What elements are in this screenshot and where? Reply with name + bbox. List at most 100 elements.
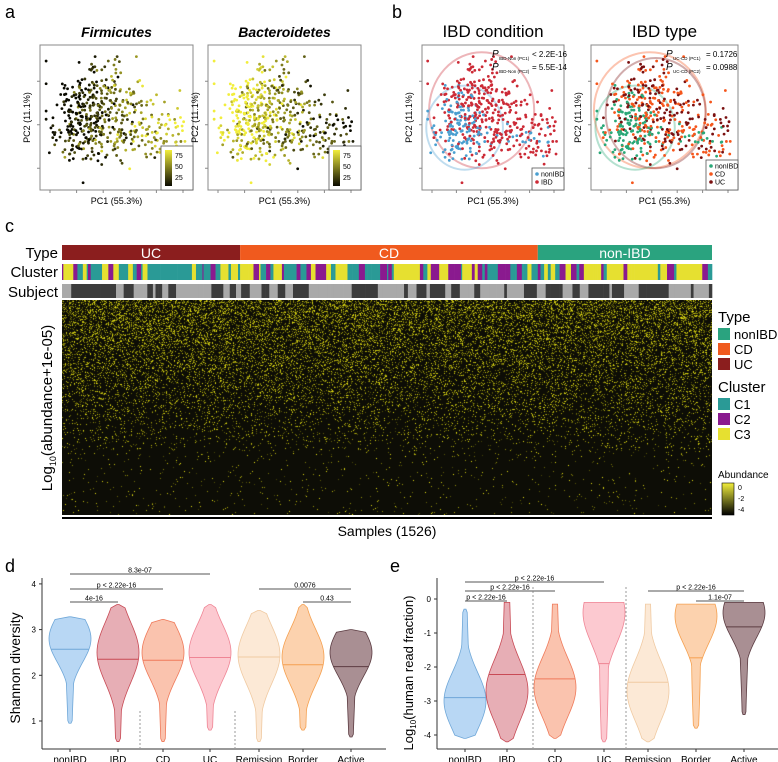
- subject-stripe: [624, 284, 631, 298]
- scatter-point: [272, 113, 276, 117]
- scatter-point: [88, 104, 92, 108]
- scatter-point: [457, 111, 461, 115]
- scatter-point: [280, 91, 284, 95]
- scatter-point: [643, 80, 647, 84]
- cluster-stripe: [315, 264, 320, 280]
- scatter-point: [459, 119, 462, 122]
- scatter-point: [664, 133, 668, 136]
- scatter-point: [512, 144, 516, 148]
- subject-stripe: [162, 284, 169, 298]
- scatter-point: [63, 84, 67, 87]
- scatter-point: [344, 106, 347, 110]
- subject-stripe: [62, 284, 66, 298]
- scatter-point: [44, 109, 48, 113]
- scatter-point: [93, 114, 97, 118]
- scatter-point: [145, 100, 149, 104]
- colorbar-tick-label: 25: [175, 175, 183, 182]
- scatter-point: [492, 139, 496, 143]
- cluster-stripe: [77, 264, 84, 280]
- scatter-point: [552, 129, 556, 133]
- scatter-point: [112, 63, 116, 67]
- scatter-point: [126, 118, 129, 121]
- scatter-point: [457, 97, 461, 101]
- scatter-point: [286, 128, 289, 131]
- cluster-stripe: [459, 264, 462, 280]
- scatter-point: [130, 122, 134, 126]
- scatter-point: [521, 125, 525, 129]
- scatter-point: [249, 141, 253, 145]
- colorbar: [165, 150, 172, 186]
- scatter-point: [308, 134, 312, 138]
- scatter-point: [81, 141, 85, 145]
- subject-stripe: [579, 284, 589, 298]
- scatter-point: [653, 113, 656, 117]
- scatter-point: [129, 102, 133, 106]
- subject-stripe: [168, 284, 177, 298]
- scatter-point: [631, 129, 634, 133]
- scatter-point: [176, 124, 180, 128]
- scatter-point: [347, 116, 350, 119]
- scatter-point: [65, 128, 69, 132]
- panel-label-d: d: [5, 556, 15, 576]
- subject-stripe: [193, 284, 199, 298]
- subject-stripe: [330, 284, 335, 298]
- subject-stripe: [655, 284, 660, 298]
- scatter-point: [668, 161, 672, 165]
- scatter-point: [719, 121, 723, 125]
- scatter-point: [276, 99, 280, 102]
- scatter-point: [484, 107, 487, 111]
- scatter-point: [637, 90, 640, 94]
- scatter-point: [150, 147, 154, 150]
- scatter-point: [122, 140, 126, 144]
- cluster-stripe: [294, 264, 297, 280]
- scatter-point: [252, 136, 256, 139]
- legend-label: UC: [734, 357, 753, 372]
- plot-frame: [39, 44, 194, 191]
- scatter-point: [242, 129, 246, 132]
- scatter-point: [100, 124, 104, 128]
- scatter-point: [350, 120, 354, 124]
- subject-stripe: [261, 284, 266, 298]
- scatter-point: [465, 140, 469, 144]
- scatter-point: [69, 104, 73, 108]
- subject-stripe: [416, 284, 427, 298]
- scatter-point: [139, 111, 143, 115]
- scatter-point: [267, 130, 271, 134]
- subject-stripe: [404, 284, 409, 298]
- scatter-point: [630, 108, 634, 112]
- scatter-point: [92, 95, 96, 98]
- scatter-point: [135, 128, 138, 132]
- scatter-point: [106, 59, 110, 63]
- scatter-point: [477, 130, 481, 134]
- scatter-point: [490, 87, 494, 91]
- scatter-point: [83, 108, 87, 112]
- subject-stripe: [611, 284, 616, 298]
- scatter-point: [648, 91, 652, 95]
- scatter-point: [253, 112, 256, 116]
- scatter-point: [237, 104, 241, 108]
- scatter-point: [181, 129, 184, 133]
- scatter-point: [83, 77, 87, 81]
- scatter-point: [501, 101, 505, 104]
- cluster-stripe: [540, 264, 545, 280]
- scatter-point: [258, 80, 262, 84]
- scatter-point: [492, 146, 496, 149]
- scatter-point: [162, 141, 166, 145]
- scatter-point: [264, 159, 268, 163]
- scatter-point: [248, 88, 251, 92]
- scatter-point: [44, 59, 48, 63]
- scatter-point: [494, 135, 498, 139]
- scatter-point: [246, 97, 250, 101]
- scatter-point: [649, 145, 652, 149]
- scatter-point: [513, 79, 516, 82]
- scatter-point: [500, 136, 504, 140]
- scatter-point: [721, 147, 725, 151]
- scatter-point: [236, 124, 240, 128]
- cluster-stripe: [652, 264, 659, 280]
- scatter-point: [673, 113, 676, 117]
- scatter-point: [668, 128, 672, 132]
- cluster-stripe: [82, 264, 87, 280]
- scatter-point: [54, 138, 58, 142]
- scatter-point: [496, 113, 500, 117]
- colorbar-tick-label: -4: [738, 507, 744, 514]
